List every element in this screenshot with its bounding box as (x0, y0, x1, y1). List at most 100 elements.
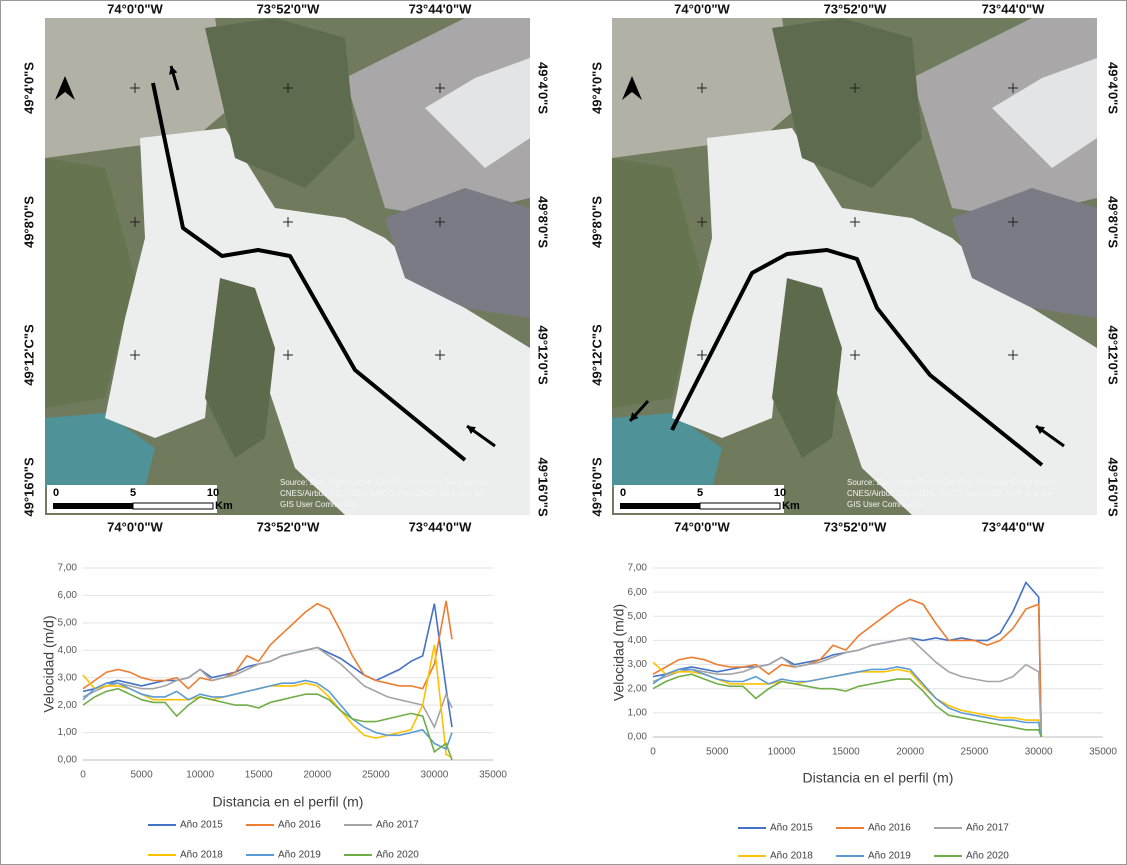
scale-label: 0 (620, 487, 626, 499)
north-arrow (55, 76, 75, 100)
x-tick-label: 10000 (186, 770, 214, 781)
legend-label: Año 2019 (868, 851, 911, 862)
x-tick-label: 30000 (421, 770, 449, 781)
scale-unit: Km (782, 500, 800, 512)
scale-label: 5 (697, 487, 703, 499)
scale-unit: Km (215, 500, 233, 512)
coord-label-right: 49°8'0"S (536, 196, 551, 248)
y-axis-title: Velocidad (m/d) (41, 615, 57, 712)
scale-bar (132, 502, 214, 510)
coord-label-top: 73°44'0"W (409, 1, 473, 16)
legend-label: Año 2016 (278, 820, 321, 831)
glacier (672, 128, 1097, 515)
x-tick-label: 20000 (896, 747, 924, 758)
coord-label-right: 49°4'0"S (536, 62, 551, 114)
y-tick-label: 0,00 (58, 755, 78, 766)
x-tick-label: 0 (80, 770, 86, 781)
coord-label-right: 49°16'0"S (1106, 457, 1121, 517)
x-tick-label: 25000 (961, 747, 989, 758)
graticule-cross (1008, 350, 1018, 360)
series-line (82, 646, 453, 730)
y-tick-label: 3,00 (628, 659, 648, 670)
y-tick-label: 4,00 (58, 645, 78, 656)
coord-label-right: 49°8'0"S (1106, 196, 1121, 248)
coord-label-top: 73°44'0"W (982, 1, 1046, 16)
coord-label-top: 74°0'0"W (107, 1, 163, 16)
series-line (82, 687, 453, 761)
y-axis-title: Velocidad (m/d) (611, 604, 627, 701)
glacier (425, 58, 530, 168)
rock (772, 278, 842, 458)
series-line (82, 600, 453, 690)
graticule-cross (435, 83, 445, 93)
attribution: GIS User Community (847, 500, 923, 509)
graticule-cross (697, 217, 707, 227)
coord-label-left: 49°12'C"S (589, 324, 604, 386)
legend-label: Año 2015 (770, 823, 813, 834)
legend-label: Año 2020 (376, 850, 419, 861)
legend-label: Año 2018 (180, 850, 223, 861)
glacier (105, 128, 530, 515)
graticule-cross (283, 83, 293, 93)
y-tick-label: 5,00 (628, 611, 648, 622)
graticule-cross (130, 217, 140, 227)
x-tick-label: 0 (650, 747, 656, 758)
rock (612, 158, 702, 408)
scale-bar (699, 502, 781, 510)
coord-label-right: 49°12'0"S (536, 325, 551, 385)
graticule-cross (283, 350, 293, 360)
coord-label-bottom: 73°44'0"W (982, 519, 1046, 534)
graticule-cross (130, 350, 140, 360)
coord-label-bottom: 74°0'0"W (674, 519, 730, 534)
graticule-cross (1008, 83, 1018, 93)
scale-bar (620, 503, 700, 509)
graticule-cross (697, 83, 707, 93)
profile-line (670, 248, 1044, 467)
coord-label-right: 49°4'0"S (1106, 62, 1121, 114)
x-tick-label: 35000 (1089, 747, 1117, 758)
graticule-cross (850, 83, 860, 93)
glacier (992, 58, 1097, 168)
graticule-cross (130, 83, 140, 93)
series-line (82, 679, 453, 751)
coord-label-right: 49°16'0"S (536, 457, 551, 517)
legend-label: Año 2017 (376, 820, 419, 831)
y-tick-label: 3,00 (58, 672, 78, 683)
graticule-cross (697, 350, 707, 360)
y-tick-label: 0,00 (628, 732, 648, 743)
x-axis-title: Distancia en el perfil (m) (803, 770, 954, 786)
rock (385, 188, 530, 318)
y-tick-label: 2,00 (628, 683, 648, 694)
series-line (652, 637, 1043, 738)
flow-arrow-head (1036, 426, 1045, 435)
graticule-cross (435, 217, 445, 227)
coord-label-bottom: 73°52'0"W (824, 519, 888, 534)
profile-line (151, 82, 467, 462)
x-tick-label: 15000 (245, 770, 273, 781)
x-tick-label: 15000 (832, 747, 860, 758)
coord-label-left: 49°8'0"S (589, 196, 604, 248)
legend-label: Año 2016 (868, 823, 911, 834)
lake (45, 413, 155, 488)
series-line (652, 673, 1043, 738)
coord-label-bottom: 74°0'0"W (107, 519, 163, 534)
coord-label-bottom: 73°52'0"W (257, 519, 321, 534)
attribution: Source: Esri, DigitalGlobe, GeoEye, Eart… (280, 478, 492, 487)
lake (612, 413, 722, 488)
y-tick-label: 4,00 (628, 635, 648, 646)
y-tick-label: 1,00 (628, 707, 648, 718)
coord-label-left: 49°12'C"S (21, 324, 36, 386)
north-arrow (622, 76, 642, 100)
rock (205, 278, 275, 458)
x-tick-label: 10000 (768, 747, 796, 758)
rock (205, 18, 355, 188)
coord-label-left: 49°16'0"S (589, 457, 604, 517)
legend-label: Año 2018 (770, 851, 813, 862)
attribution: CNES/Airbus DS, USDA, USGS, AeroGRID, IG… (847, 489, 1053, 498)
scale-label: 5 (130, 487, 136, 499)
coord-label-top: 74°0'0"W (674, 1, 730, 16)
coord-label-left: 49°8'0"S (21, 196, 36, 248)
rock (952, 188, 1097, 318)
